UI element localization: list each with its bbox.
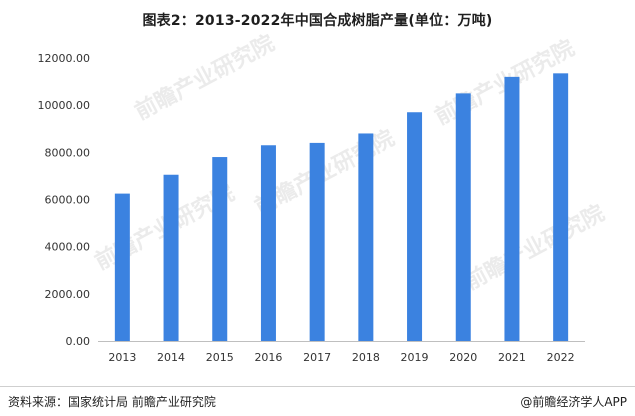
x-tick-label: 2019 <box>401 351 429 364</box>
brand-credit: @前瞻经济学人APP <box>520 395 627 409</box>
bar-2017 <box>309 142 325 341</box>
x-tick-label: 2014 <box>157 351 185 364</box>
x-tick-label: 2022 <box>547 351 575 364</box>
bar-2013 <box>114 193 130 341</box>
watermark-text: 前瞻产业研究院 <box>461 200 609 295</box>
y-tick-label: 6000.00 <box>45 194 91 207</box>
x-tick-label: 2016 <box>254 351 282 364</box>
footer: 资料来源：国家统计局 前瞻产业研究院 @前瞻经济学人APP <box>0 386 635 416</box>
x-tick-label: 2015 <box>206 351 234 364</box>
x-tick-label: 2020 <box>449 351 477 364</box>
y-tick-label: 8000.00 <box>45 146 91 159</box>
y-tick-label: 0.00 <box>66 335 91 348</box>
x-tick-label: 2017 <box>303 351 331 364</box>
source-note: 资料来源：国家统计局 前瞻产业研究院 <box>8 395 216 409</box>
y-tick-label: 2000.00 <box>45 288 91 301</box>
x-tick-label: 2013 <box>108 351 136 364</box>
bar-2016 <box>260 145 276 341</box>
y-tick-label: 10000.00 <box>38 99 91 112</box>
bar-chart: 前瞻产业研究院前瞻产业研究院前瞻产业研究院前瞻产业研究院前瞻产业研究院0.002… <box>38 30 609 364</box>
bar-2020 <box>455 93 471 341</box>
bar-2021 <box>504 76 520 341</box>
y-tick-label: 12000.00 <box>38 52 91 65</box>
chart-title: 图表2：2013-2022年中国合成树脂产量(单位：万吨) <box>142 13 493 29</box>
y-tick-label: 4000.00 <box>45 241 91 254</box>
x-tick-label: 2018 <box>352 351 380 364</box>
bar-2019 <box>407 112 423 341</box>
x-tick-label: 2021 <box>498 351 526 364</box>
bar-2018 <box>358 133 374 341</box>
bar-2022 <box>553 73 569 342</box>
bar-2015 <box>212 157 228 341</box>
watermark-text: 前瞻产业研究院 <box>131 30 279 125</box>
bar-2014 <box>163 174 179 341</box>
